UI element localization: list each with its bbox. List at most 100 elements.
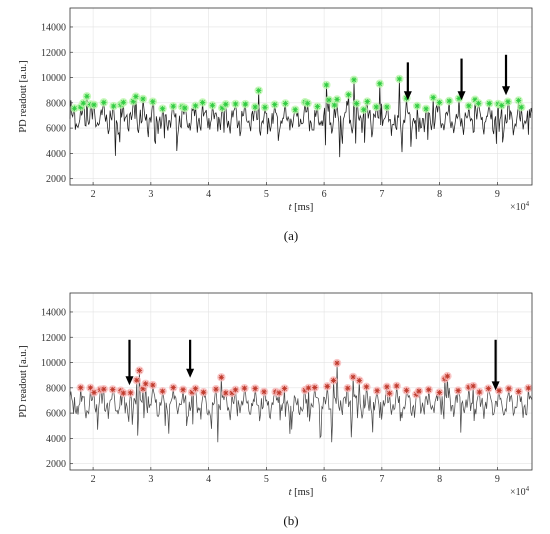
peak-marker — [229, 390, 235, 396]
peak-marker — [101, 99, 107, 105]
x-tick-label: 5 — [264, 189, 269, 200]
peak-marker — [346, 92, 352, 98]
peak-marker — [364, 98, 370, 105]
peak-marker — [499, 102, 505, 109]
peak-marker — [110, 386, 116, 393]
panel-b-x-axis-variable: t — [289, 487, 293, 498]
x-tick-label: 4 — [206, 474, 211, 485]
peak-marker — [516, 97, 522, 104]
peak-marker — [470, 383, 476, 389]
peak-marker — [413, 391, 419, 398]
panel-a-x-axis-variable: t — [289, 202, 293, 213]
peak-marker — [242, 101, 248, 107]
peak-marker — [252, 104, 258, 110]
panel-b-label: (b) — [283, 513, 298, 528]
panel-a-x-axis-label: t [ms] — [289, 202, 314, 213]
panel-a-chart: 2 3 4 5 6 7 8 92000400060008000100001200014000 … — [18, 7, 533, 243]
y-tick-label: 14000 — [41, 22, 66, 33]
peak-marker — [252, 385, 258, 392]
panel-b-x-axis-label: t [ms] — [289, 487, 314, 498]
peak-marker — [384, 384, 390, 390]
panel-a-x-exponent: ×104 — [510, 200, 530, 213]
peak-marker — [143, 381, 149, 387]
peak-marker — [314, 103, 321, 110]
peak-marker — [363, 384, 370, 390]
peak-marker — [180, 387, 186, 393]
peak-marker — [192, 103, 199, 109]
peak-marker — [472, 97, 478, 103]
y-tick-label: 2000 — [46, 174, 66, 185]
peak-marker — [189, 389, 195, 395]
peak-marker — [516, 388, 522, 395]
peak-marker — [386, 390, 393, 396]
peak-marker — [330, 377, 337, 384]
peak-marker — [326, 97, 332, 103]
peak-marker — [475, 100, 482, 106]
peak-marker — [324, 383, 330, 389]
peak-marker — [485, 385, 491, 392]
peak-marker — [232, 101, 239, 107]
peak-marker — [192, 386, 199, 392]
peak-marker — [416, 388, 422, 394]
panel-a-x-axis-unit: [ms] — [292, 202, 314, 213]
peak-marker — [323, 82, 329, 88]
panel-b-chart: 2 3 4 5 6 7 8 92000400060008000100001200014000 … — [18, 292, 533, 528]
peak-marker — [456, 95, 462, 102]
panel-a-y-axis-label: PD readout [a.u.] — [18, 60, 29, 132]
peak-marker — [159, 106, 166, 112]
peak-marker — [496, 388, 502, 394]
y-tick-label: 2000 — [46, 459, 66, 470]
x-tick-label: 8 — [437, 189, 442, 200]
panel-b-x-axis-unit: [ms] — [292, 487, 314, 498]
y-tick-label: 4000 — [46, 434, 66, 445]
y-tick-label: 4000 — [46, 149, 66, 160]
peak-marker — [374, 388, 380, 394]
peak-marker — [101, 386, 107, 392]
peak-marker — [213, 386, 219, 392]
peak-marker — [150, 382, 156, 388]
peak-marker — [91, 389, 97, 396]
peak-marker — [403, 95, 410, 101]
peak-marker — [182, 105, 188, 111]
peak-marker — [345, 385, 351, 391]
peak-marker — [276, 390, 282, 396]
y-tick-label: 12000 — [41, 48, 66, 59]
peak-marker — [140, 386, 146, 392]
peak-marker — [130, 98, 136, 104]
x-tick-label: 9 — [495, 474, 500, 485]
peak-marker — [218, 374, 224, 380]
arrow-head — [403, 91, 412, 101]
peak-marker — [241, 385, 248, 391]
peak-marker — [525, 385, 532, 391]
peak-marker — [120, 99, 127, 105]
peak-marker — [361, 107, 367, 113]
peak-marker — [223, 101, 229, 107]
peak-marker — [350, 374, 356, 380]
peak-marker — [71, 105, 78, 111]
peak-marker — [127, 390, 134, 396]
peak-marker — [436, 99, 443, 106]
x-tick-label: 7 — [379, 189, 384, 200]
panel-a-plot-frame — [69, 7, 533, 186]
y-tick-label: 8000 — [46, 383, 66, 394]
peak-marker — [282, 100, 289, 106]
panel-a-x-exponent-base: ×10 — [510, 202, 526, 213]
peak-marker — [455, 387, 461, 394]
peak-marker — [134, 377, 140, 383]
peak-marker — [394, 383, 400, 389]
peak-marker — [331, 102, 337, 108]
x-tick-label: 4 — [206, 189, 211, 200]
arrow-head — [502, 86, 511, 96]
y-tick-label: 8000 — [46, 98, 66, 109]
arrow-head — [457, 91, 466, 101]
y-tick-label: 6000 — [46, 409, 66, 420]
peak-marker — [334, 96, 340, 103]
peak-marker — [232, 387, 239, 393]
panel-b-x-exponent: ×104 — [510, 485, 530, 498]
peak-marker — [272, 101, 278, 108]
peak-marker — [384, 104, 390, 110]
peak-marker — [281, 385, 288, 392]
x-tick-label: 3 — [148, 474, 153, 485]
peak-marker — [446, 98, 452, 104]
